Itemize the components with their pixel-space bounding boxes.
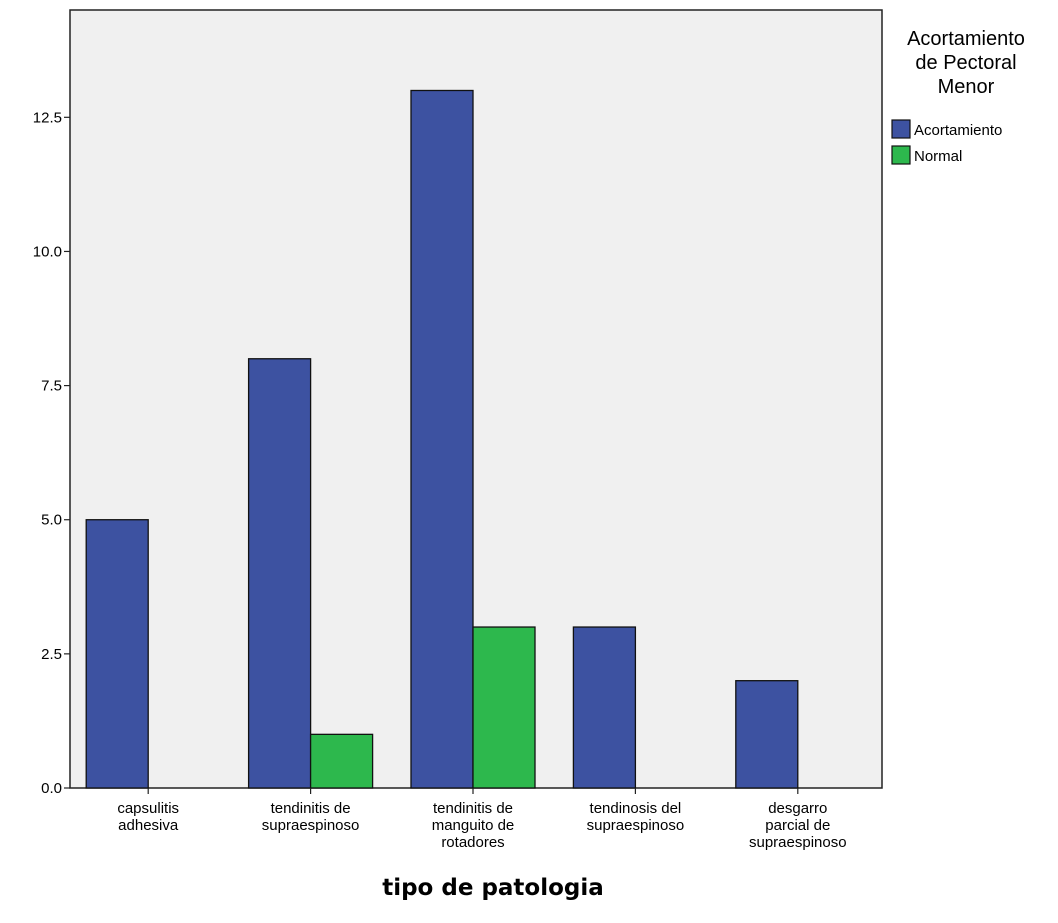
bar-normal-1 (309, 733, 374, 789)
legend-swatch-acortamiento (891, 119, 911, 139)
y-tick-label: 2.5 (41, 646, 62, 663)
bar-acortamiento-3 (572, 626, 637, 789)
x-tick-label: capsulitis adhesiva (117, 800, 179, 834)
x-tick-label: tendinitis de manguito de rotadores (432, 800, 515, 851)
y-tick-label: 12.5 (33, 109, 62, 126)
y-tick-label: 0.0 (41, 780, 62, 797)
bar-normal-2 (472, 626, 536, 789)
legend-label-acortamiento: Acortamiento (914, 122, 1002, 139)
x-axis-title: tipo de patologia (382, 875, 604, 901)
bar-acortamiento-0 (85, 519, 149, 789)
bar-acortamiento-4 (735, 680, 799, 789)
legend-title: Acortamiento de Pectoral Menor (907, 28, 1025, 98)
bars-group (85, 89, 799, 789)
legend-label-normal: Normal (914, 148, 962, 165)
y-tick-label: 7.5 (41, 378, 62, 395)
y-tick-label: 10.0 (33, 243, 62, 260)
bar-acortamiento-2 (410, 89, 474, 789)
legend: Acortamiento de Pectoral Menor Acortamiento… (891, 28, 1025, 165)
x-tick-label: tendinitis de supraespinoso (262, 800, 360, 834)
x-axis: capsulitis adhesiva tendinitis de supraespi… (117, 788, 847, 851)
y-axis: 0.0 2.5 5.0 7.5 10.0 12.5 (33, 109, 70, 797)
y-tick-label: 5.0 (41, 512, 62, 529)
x-tick-label: desgarro parcial de supraespinoso (749, 800, 847, 851)
x-tick-label: tendinosis del supraespinoso (587, 800, 685, 834)
bar-acortamiento-1 (247, 358, 312, 789)
legend-swatch-normal (891, 145, 911, 165)
